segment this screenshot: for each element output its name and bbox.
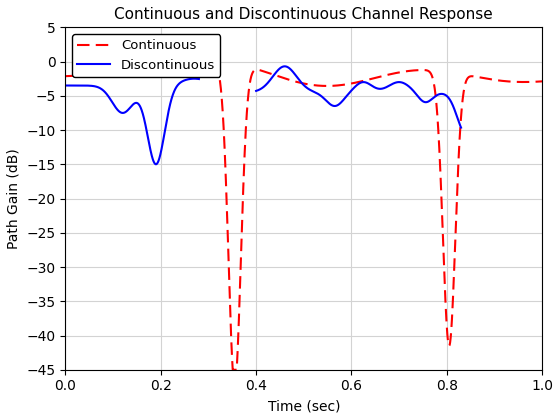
Continuous xyxy=(263,70,269,75)
Continuous xyxy=(524,79,531,84)
Discontinuous xyxy=(177,80,184,85)
Discontinuous xyxy=(147,148,154,153)
Legend: Continuous, Discontinuous: Continuous, Discontinuous xyxy=(72,34,221,77)
Line: Continuous: Continuous xyxy=(66,62,542,370)
Continuous xyxy=(230,367,236,372)
Discontinuous xyxy=(139,112,146,117)
Discontinuous xyxy=(191,76,198,81)
Discontinuous xyxy=(195,76,202,81)
Continuous xyxy=(539,79,545,84)
Discontinuous xyxy=(153,162,160,167)
Continuous xyxy=(267,71,273,76)
Continuous xyxy=(409,68,416,73)
Continuous xyxy=(289,78,296,83)
Line: Discontinuous: Discontinuous xyxy=(66,79,199,164)
Discontinuous xyxy=(164,118,170,123)
Continuous xyxy=(206,59,212,64)
Discontinuous xyxy=(71,83,77,88)
Continuous xyxy=(501,79,507,84)
X-axis label: Time (sec): Time (sec) xyxy=(268,399,340,413)
Discontinuous xyxy=(62,83,69,88)
Title: Continuous and Discontinuous Channel Response: Continuous and Discontinuous Channel Res… xyxy=(114,7,493,22)
Continuous xyxy=(62,74,69,79)
Discontinuous xyxy=(143,127,150,132)
Y-axis label: Path Gain (dB): Path Gain (dB) xyxy=(7,148,21,249)
